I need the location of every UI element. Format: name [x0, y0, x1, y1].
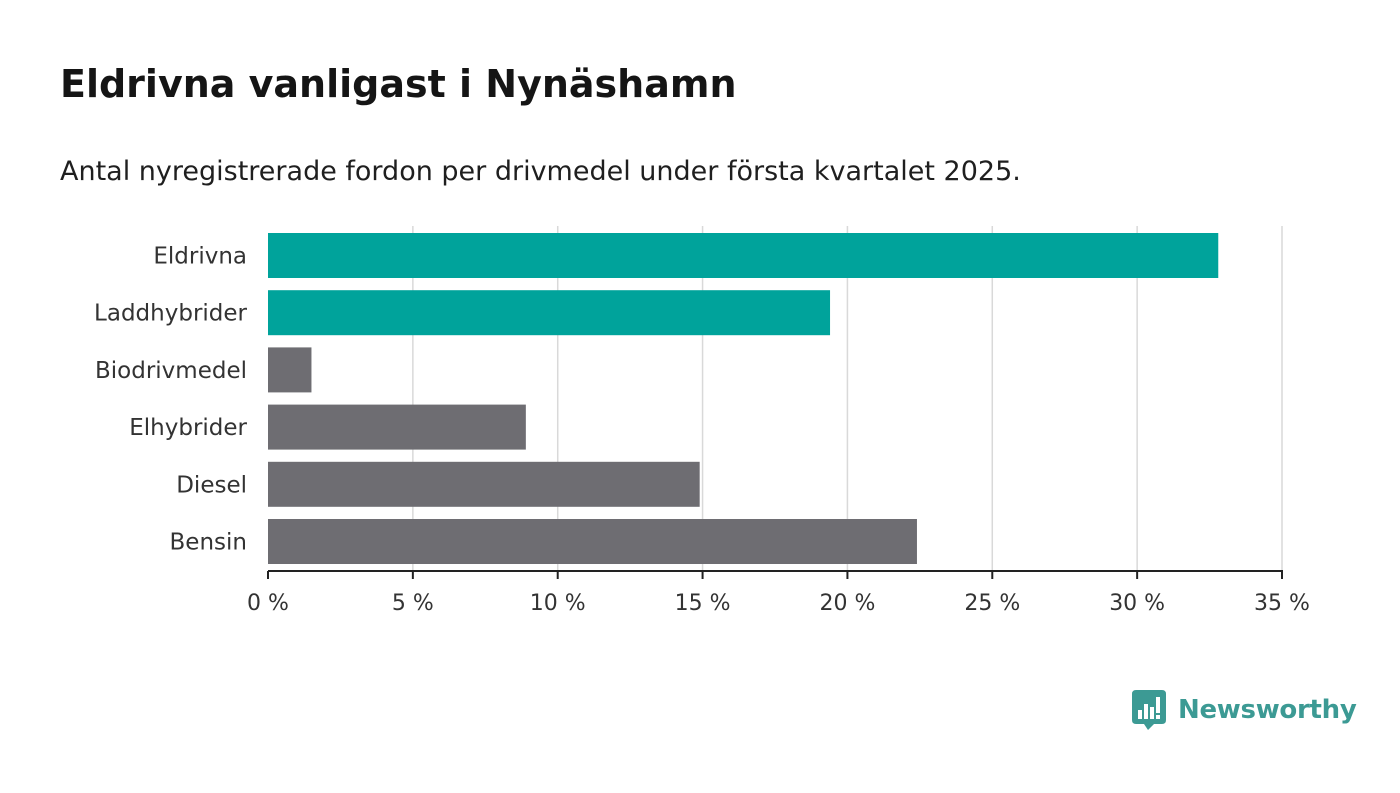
x-tick-label: 5 % — [392, 591, 434, 616]
category-label: Biodrivmedel — [95, 358, 247, 384]
bar — [268, 233, 1219, 278]
category-label: Diesel — [176, 472, 247, 498]
chart-subtitle: Antal nyregistrerade fordon per drivmede… — [60, 156, 1021, 187]
x-tick-label: 0 % — [247, 591, 289, 616]
grid-lines — [412, 226, 1283, 571]
x-tick-label: 30 % — [1109, 591, 1165, 616]
brand-name: Newsworthy — [1178, 695, 1357, 725]
category-label: Bensin — [170, 530, 247, 556]
bars — [268, 233, 1219, 564]
newsworthy-logo-icon — [1132, 690, 1166, 730]
bar — [268, 461, 700, 507]
x-axis: 0 % 5 % 10 % 15 % 20 % 25 % 30 % 35 % — [247, 570, 1310, 616]
chart-title: Eldrivna vanligast i Nynäshamn — [60, 62, 737, 106]
x-tick-label: 15 % — [675, 591, 731, 616]
x-tick-label: 25 % — [964, 591, 1020, 616]
x-tick-label: 10 % — [530, 591, 586, 616]
x-tick-label: 20 % — [819, 591, 875, 616]
bar — [268, 519, 917, 564]
category-labels: Eldrivna Laddhybrider Biodrivmedel Elhybrid… — [94, 244, 247, 556]
category-label: Elhybrider — [129, 415, 247, 441]
category-label: Eldrivna — [153, 244, 247, 270]
category-label: Laddhybrider — [94, 301, 247, 327]
brand-logo: Newsworthy — [1132, 690, 1357, 730]
x-tick-label: 35 % — [1254, 591, 1310, 616]
bar — [268, 290, 831, 336]
bar — [268, 404, 526, 450]
bar — [268, 347, 312, 393]
